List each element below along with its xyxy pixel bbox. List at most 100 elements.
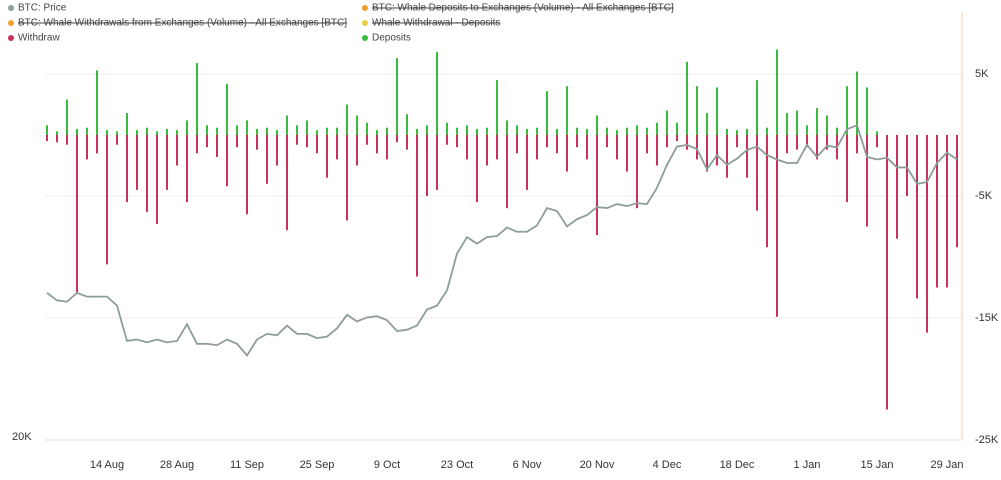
bar (186, 120, 188, 135)
bar (926, 135, 928, 333)
bar (116, 135, 118, 145)
legend-swatch (8, 20, 14, 26)
bar (616, 130, 618, 135)
bar (646, 135, 648, 154)
bar (676, 122, 678, 135)
bar (406, 114, 408, 135)
bar (126, 113, 128, 135)
bar (696, 135, 698, 160)
bar (426, 125, 428, 135)
bar (436, 52, 438, 135)
bar (566, 86, 568, 135)
bar (96, 135, 98, 154)
bar (766, 127, 768, 135)
bar (166, 128, 168, 135)
bar (106, 135, 108, 265)
bar (166, 135, 168, 190)
legend-item: BTC: Price (8, 3, 67, 14)
bar (816, 108, 818, 135)
bar (956, 135, 958, 248)
bar (216, 127, 218, 135)
legend-label: Deposits (372, 33, 411, 44)
bar (446, 122, 448, 135)
bar (586, 135, 588, 160)
bar (276, 135, 278, 166)
bar (66, 135, 68, 145)
bar (816, 135, 818, 160)
bar (456, 127, 458, 135)
bar (306, 120, 308, 135)
bar (536, 127, 538, 135)
legend-label: BTC: Whale Deposits to Exchanges (Volume… (372, 3, 674, 14)
bar (516, 125, 518, 135)
bar (726, 135, 728, 178)
bar (246, 120, 248, 135)
bar (676, 135, 678, 142)
bar (136, 130, 138, 135)
bar (136, 135, 138, 190)
bar (826, 135, 828, 150)
bar (366, 122, 368, 135)
bar (266, 135, 268, 184)
bar (386, 135, 388, 160)
bar (146, 127, 148, 135)
x-tick-label: 18 Dec (720, 459, 755, 471)
bar (336, 127, 338, 135)
x-tick-label: 14 Aug (90, 459, 124, 471)
bar (416, 135, 418, 277)
bar (776, 49, 778, 135)
bar (306, 135, 308, 148)
bar (936, 135, 938, 288)
bar (416, 128, 418, 135)
bar (846, 86, 848, 135)
legend-swatch (362, 5, 368, 11)
bar (66, 99, 68, 135)
bar (636, 125, 638, 135)
bar (476, 135, 478, 203)
y2-tick-label: 20K (12, 431, 32, 443)
bar (286, 115, 288, 135)
bar (396, 135, 398, 143)
bar (866, 135, 868, 227)
bar (826, 115, 828, 135)
bar (386, 127, 388, 135)
bar (56, 135, 58, 143)
bar (546, 135, 548, 148)
bar (796, 110, 798, 135)
bar (666, 135, 668, 148)
bar (356, 115, 358, 135)
bar (506, 120, 508, 135)
legend-swatch (362, 20, 368, 26)
bar (376, 135, 378, 154)
bar (506, 135, 508, 209)
bar (126, 135, 128, 203)
bar (526, 128, 528, 135)
bar (156, 131, 158, 135)
bar (226, 83, 228, 135)
x-tick-label: 20 Nov (580, 459, 615, 471)
bar (706, 113, 708, 135)
bar (376, 130, 378, 135)
legend-item: Whale Withdrawal - Deposits (362, 18, 500, 29)
bar (76, 135, 78, 293)
bar (586, 128, 588, 135)
x-tick-label: 25 Sep (300, 459, 335, 471)
bar (336, 135, 338, 160)
bar (946, 135, 948, 288)
bar (326, 135, 328, 178)
bar (316, 130, 318, 135)
x-tick-label: 15 Jan (860, 459, 893, 471)
legend-label: Withdraw (18, 33, 60, 44)
bar (686, 135, 688, 150)
bar (236, 135, 238, 148)
y-tick-label: -25K (975, 434, 999, 446)
bar (666, 110, 668, 135)
bar (346, 104, 348, 135)
bar (776, 135, 778, 317)
bar (736, 130, 738, 135)
legend-item: BTC: Whale Deposits to Exchanges (Volume… (362, 3, 674, 14)
bar (636, 135, 638, 209)
legend-item: Deposits (362, 33, 411, 44)
bar (736, 135, 738, 148)
